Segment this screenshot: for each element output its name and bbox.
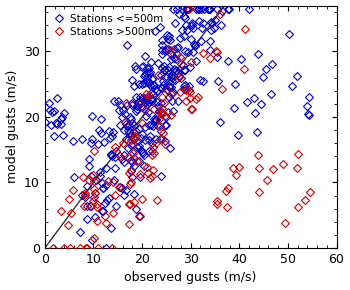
Stations >500m xyxy=(129,168,133,171)
Stations <=500m xyxy=(191,26,195,30)
Stations <=500m xyxy=(207,7,211,10)
Stations >500m xyxy=(168,48,172,51)
Stations <=500m xyxy=(104,246,108,250)
Stations <=500m xyxy=(268,92,273,95)
Stations >500m xyxy=(93,192,97,195)
Stations >500m xyxy=(67,197,71,201)
Stations >500m xyxy=(296,152,300,155)
Stations <=500m xyxy=(155,89,159,92)
Stations <=500m xyxy=(176,72,181,75)
Line: Stations <=500m: Stations <=500m xyxy=(42,6,312,251)
Legend: Stations <=500m, Stations >500m: Stations <=500m, Stations >500m xyxy=(50,11,166,40)
X-axis label: observed gusts (m/s): observed gusts (m/s) xyxy=(125,271,257,284)
Stations >500m xyxy=(187,7,191,10)
Stations <=500m xyxy=(92,195,96,199)
Stations >500m xyxy=(150,174,154,178)
Y-axis label: model gusts (m/s): model gusts (m/s) xyxy=(6,70,19,184)
Stations >500m xyxy=(177,90,182,93)
Stations <=500m xyxy=(209,28,214,32)
Stations >500m xyxy=(68,246,72,250)
Stations <=500m xyxy=(286,32,290,36)
Line: Stations >500m: Stations >500m xyxy=(50,6,313,251)
Stations >500m xyxy=(194,97,198,100)
